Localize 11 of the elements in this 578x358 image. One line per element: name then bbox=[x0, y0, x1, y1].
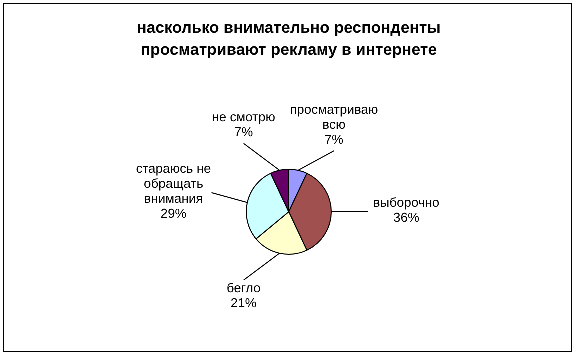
data-label: 36% bbox=[393, 210, 420, 226]
slice-label: просматриваю всю bbox=[290, 102, 378, 132]
chart-title: насколько внимательно респонденты просматривают рекламу в интернете bbox=[136, 19, 442, 61]
slice-label: не смотрю bbox=[212, 110, 276, 125]
data-label: 7% bbox=[324, 132, 344, 148]
slice-label: стараюсь не обращать внимания bbox=[136, 160, 212, 206]
data-label: 7% bbox=[234, 124, 254, 140]
data-label: 21% bbox=[230, 295, 258, 310]
data-label: 29% bbox=[160, 206, 188, 221]
slice-label: выборочно bbox=[373, 195, 440, 210]
slice-label: бегло bbox=[226, 280, 261, 296]
